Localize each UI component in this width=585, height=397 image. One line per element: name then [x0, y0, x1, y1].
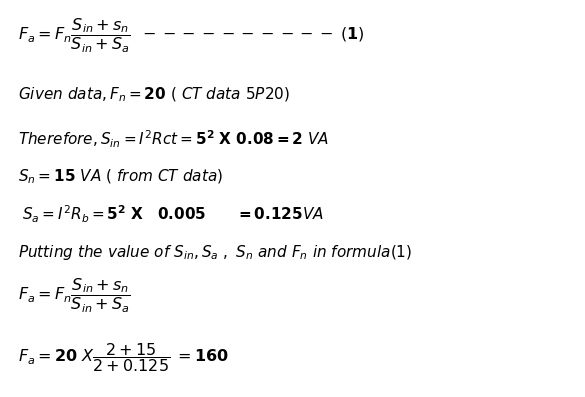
Text: $\;S_a = I^2 R_b = \mathbf{5^2\ X\quad 0.005\qquad = 0.125}\it{VA}$: $\;S_a = I^2 R_b = \mathbf{5^2\ X\quad 0… — [18, 204, 324, 225]
Text: $\it{F_a = \mathbf{20}\ X}\dfrac{2 + 15}{2 + 0.125}\;= \mathbf{160}$: $\it{F_a = \mathbf{20}\ X}\dfrac{2 + 15}… — [18, 341, 228, 374]
Text: $\it{Given\ data,} F_n = \mathbf{20}\ (\it{\ CT\ data\ 5P20})$: $\it{Given\ data,} F_n = \mathbf{20}\ (\… — [18, 86, 290, 104]
Text: $\it{Therefore,} S_{in} = I^2 Rct = \mathbf{5^2\ X\ 0.08 = 2}\ \it{VA}$: $\it{Therefore,} S_{in} = I^2 Rct = \mat… — [18, 128, 329, 150]
Text: $S_n = \mathbf{15}\ \it{VA\ (\ from\ CT\ data})$: $S_n = \mathbf{15}\ \it{VA\ (\ from\ CT\… — [18, 168, 223, 186]
Text: $\it{F_a = F_n}\dfrac{S_{in} + s_n}{S_{in} + S_a}$: $\it{F_a = F_n}\dfrac{S_{in} + s_n}{S_{i… — [18, 277, 130, 315]
Text: $\it{Putting\ the\ value\ of\ }S_{in},S_a\ ,\ S_n\ \it{and}\ F_n\ \it{in\ formul: $\it{Putting\ the\ value\ of\ }S_{in},S_… — [18, 243, 412, 262]
Text: $\it{F_a = F_n}\dfrac{S_{in} + s_n}{S_{in} + S_a}\;\;----------\;(\mathbf{1})$: $\it{F_a = F_n}\dfrac{S_{in} + s_n}{S_{i… — [18, 17, 364, 55]
